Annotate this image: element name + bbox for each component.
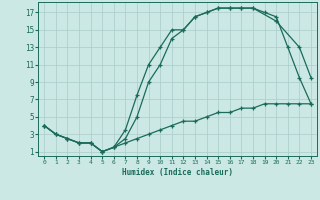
X-axis label: Humidex (Indice chaleur): Humidex (Indice chaleur) <box>122 168 233 177</box>
